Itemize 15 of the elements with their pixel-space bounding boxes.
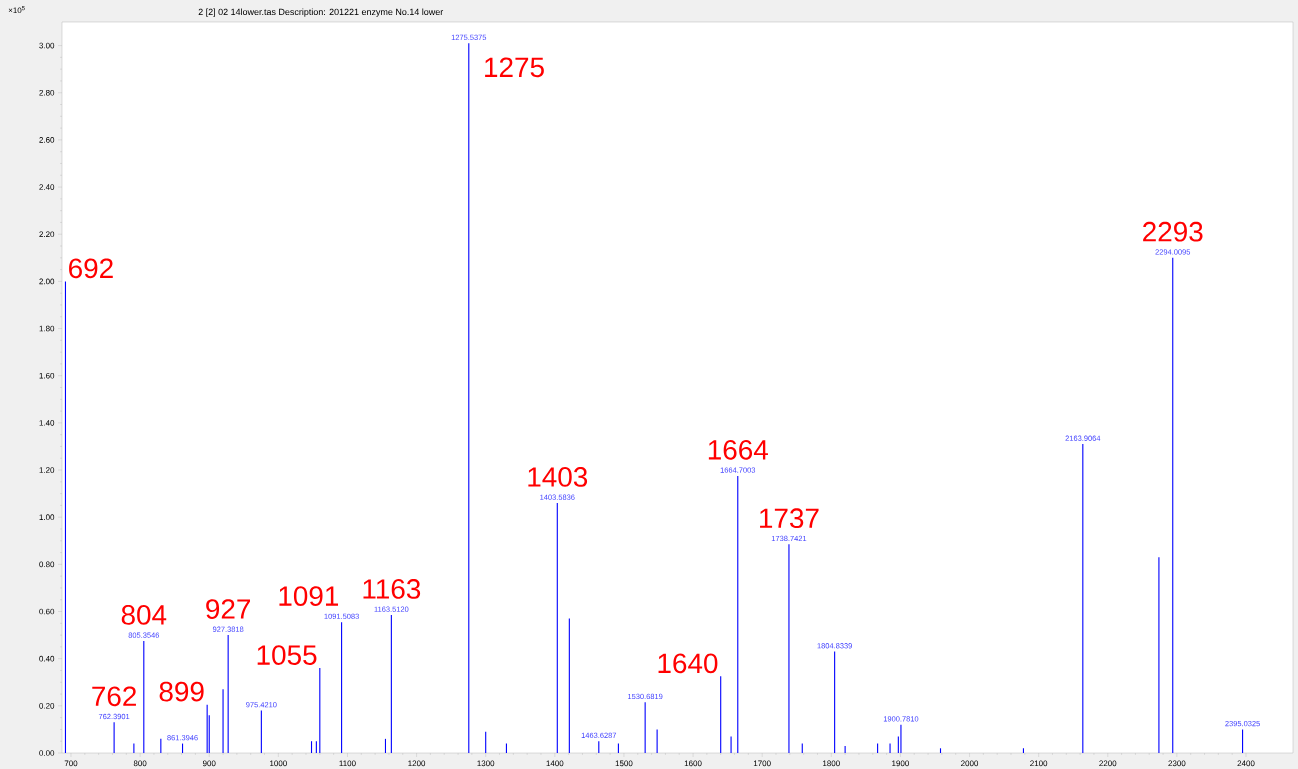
annotation: 1163 (363, 579, 421, 599)
annotation: 2293 (1143, 221, 1203, 242)
annotation: 1737 (760, 508, 819, 529)
annotation: 1055 (257, 645, 317, 665)
annotation: 1403 (528, 467, 588, 487)
annotation: 762 (92, 686, 136, 707)
annotation: 927 (206, 599, 251, 619)
annotation: 1275 (485, 57, 544, 78)
annotation: 804 (121, 605, 167, 625)
annotation: 1091 (279, 586, 339, 606)
annotation: 692 (69, 258, 113, 279)
annotation: 1640 (658, 653, 718, 674)
chart-title: 2 [2] 02 14lower.tas Description: 201221 enzyme No.14 lower (198, 8, 444, 17)
annotation: 899 (159, 681, 204, 702)
annotation: 1664 (708, 439, 768, 460)
